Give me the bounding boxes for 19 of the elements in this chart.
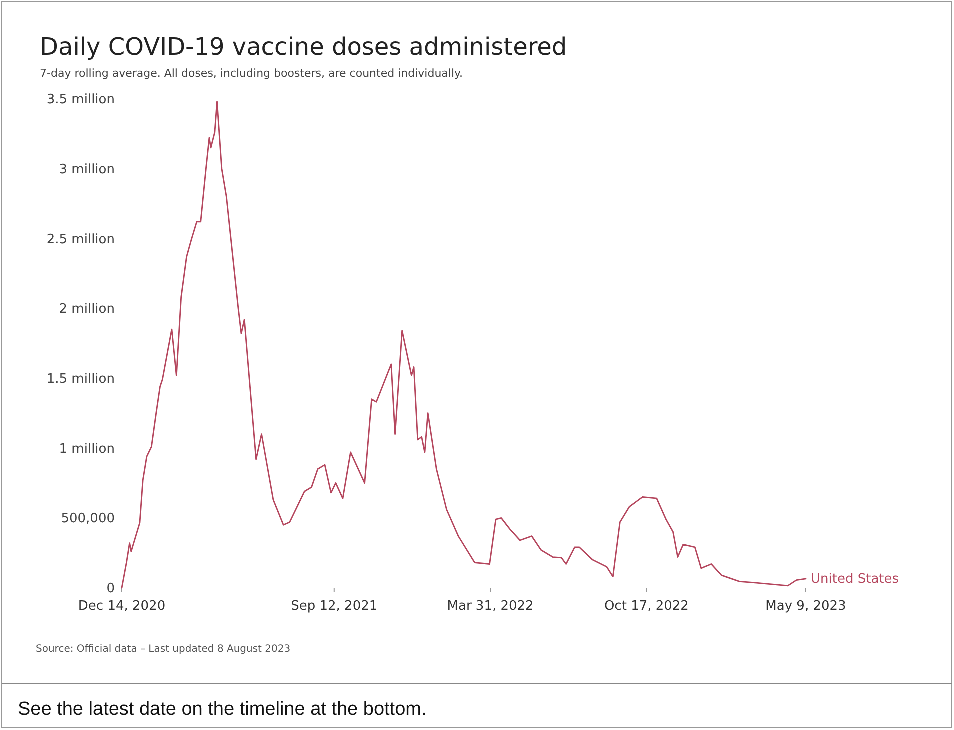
chart-title: Daily COVID-19 vaccine doses administered [40, 33, 568, 61]
y-tick-label: 1.5 million [46, 372, 115, 387]
y-tick-label: 500,000 [61, 512, 115, 527]
text: See the latest date on the timeline at the bottom. [18, 699, 427, 720]
y-tick-label: 2 million [59, 302, 115, 318]
y-tick-label: 0 [106, 582, 115, 597]
source-note: Source: Official data – Last updated 8 August 2023 [36, 644, 291, 655]
x-tick-label: Dec 14, 2020 [78, 599, 166, 614]
chart-subtitle: 7-day rolling average. All doses, including boosters, are counted individually. [40, 67, 463, 80]
series-label: United States [811, 572, 900, 587]
y-tick-label: 2.5 million [46, 232, 115, 248]
x-tick-label: Oct 17, 2022 [604, 599, 689, 614]
x-tick-label: Sep 12, 2021 [291, 599, 378, 614]
y-tick-label: 3.5 million [46, 92, 115, 108]
x-tick-label: May 9, 2023 [766, 599, 846, 614]
y-tick-label: 1 million [59, 442, 115, 457]
line-series [121, 101, 807, 589]
x-tick-label: Mar 31, 2022 [447, 599, 534, 614]
y-tick-label: 3 million [59, 162, 115, 178]
